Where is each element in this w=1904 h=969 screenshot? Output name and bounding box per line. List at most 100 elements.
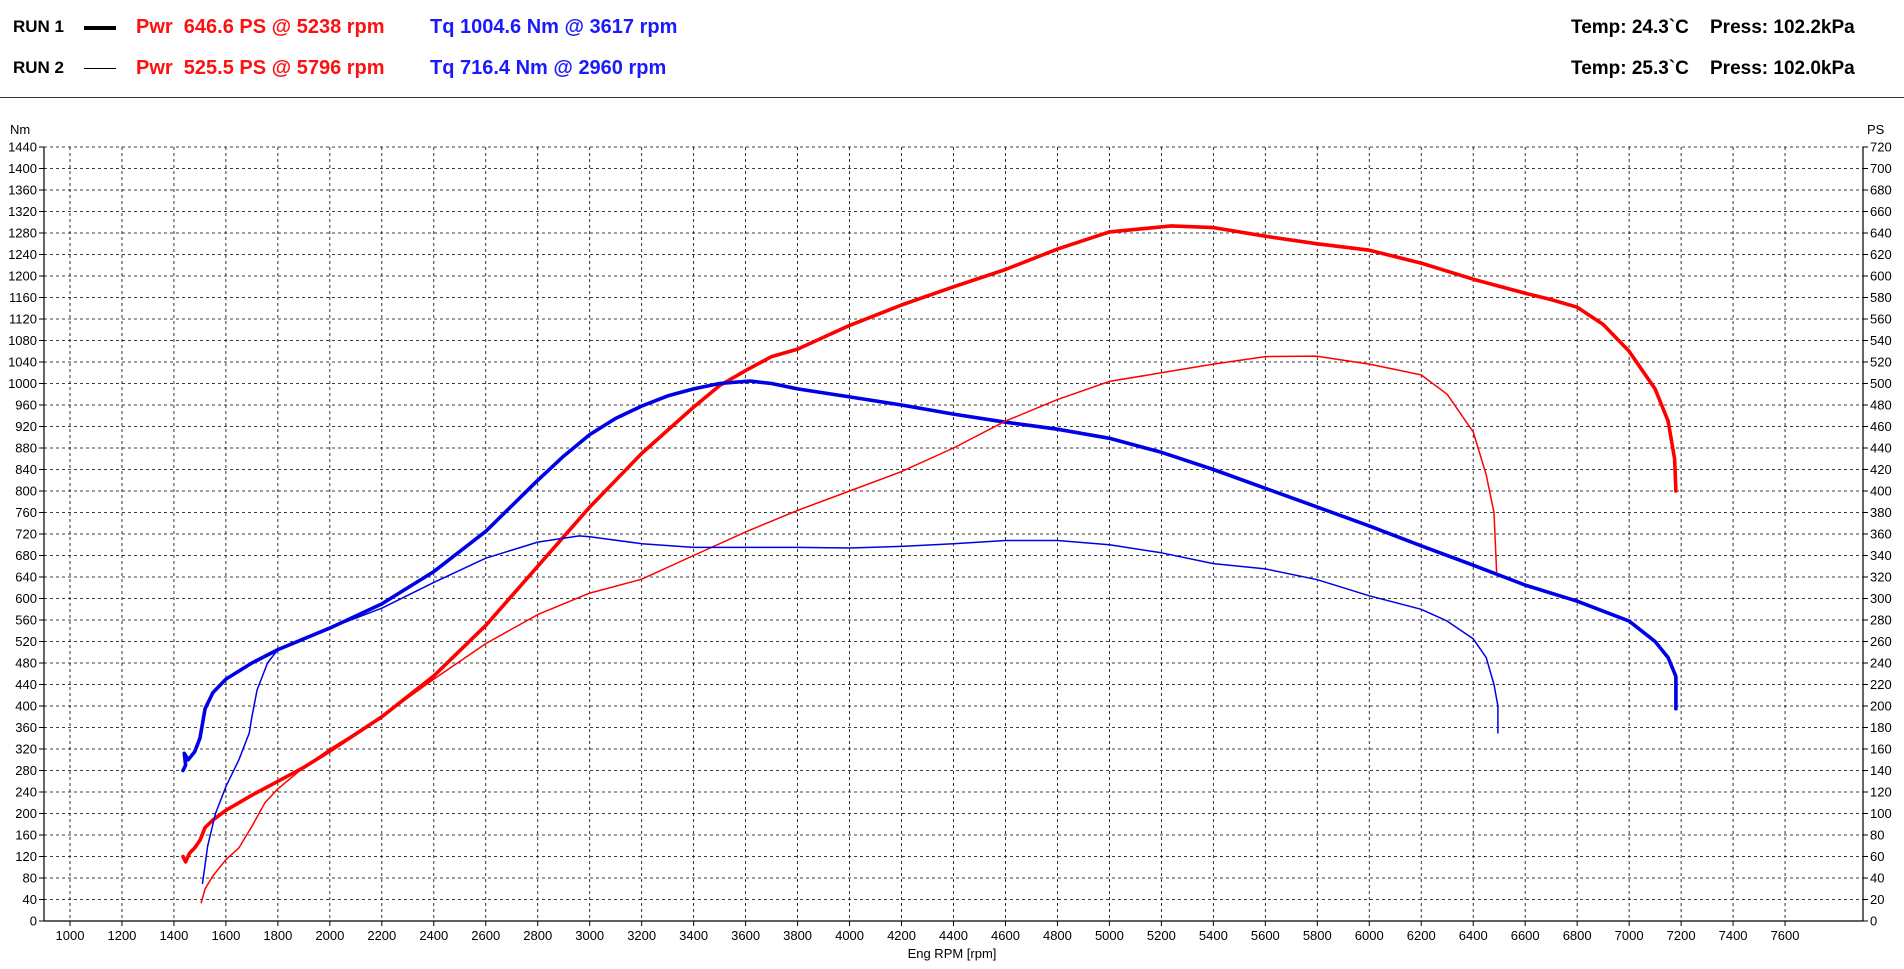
y-right-tick-label: 260 bbox=[1870, 634, 1892, 649]
x-tick-label: 7200 bbox=[1667, 928, 1696, 943]
y-right-tick-label: 40 bbox=[1870, 871, 1884, 886]
y-left-tick-label: 120 bbox=[15, 849, 37, 864]
run-2-press: Press: 102.0kPa bbox=[1710, 58, 1855, 79]
x-tick-label: 5600 bbox=[1251, 928, 1280, 943]
y-right-tick-label: 560 bbox=[1870, 312, 1892, 327]
y-left-tick-label: 920 bbox=[15, 419, 37, 434]
y-right-tick-label: 460 bbox=[1870, 419, 1892, 434]
x-tick-label: 5800 bbox=[1303, 928, 1332, 943]
y-right-tick-label: 160 bbox=[1870, 742, 1892, 757]
y-right-tick-label: 600 bbox=[1870, 269, 1892, 284]
y-left-tick-label: 720 bbox=[15, 527, 37, 542]
y-left-tick-label: 1200 bbox=[8, 269, 37, 284]
y-left-tick-label: 480 bbox=[15, 656, 37, 671]
x-tick-label: 6600 bbox=[1511, 928, 1540, 943]
x-tick-label: 4000 bbox=[835, 928, 864, 943]
x-tick-label: 7000 bbox=[1615, 928, 1644, 943]
run-1-press: Press: 102.2kPa bbox=[1710, 17, 1855, 38]
y-left-tick-label: 1240 bbox=[8, 247, 37, 262]
y-left-tick-label: 960 bbox=[15, 398, 37, 413]
x-tick-label: 2400 bbox=[419, 928, 448, 943]
y-left-tick-label: 360 bbox=[15, 720, 37, 735]
run-2-tq-line bbox=[201, 535, 1499, 885]
y-right-tick-label: 720 bbox=[1870, 140, 1892, 155]
run-1-pwr-line bbox=[181, 224, 1678, 864]
x-tick-label: 1400 bbox=[159, 928, 188, 943]
axes: 1000 1200 1400 1600 1800 2000 2200 2400 2600 2800… bbox=[8, 140, 1892, 944]
y-left-tick-label: 1360 bbox=[8, 183, 37, 198]
run-1-temp: Temp: 24.3`C bbox=[1571, 17, 1689, 38]
run-2-label: RUN 2 bbox=[13, 58, 65, 77]
x-tick-label: 2600 bbox=[471, 928, 500, 943]
x-tick-label: 1800 bbox=[263, 928, 292, 943]
y-left-tick-label: 600 bbox=[15, 591, 37, 606]
y-left-tick-label: 1040 bbox=[8, 355, 37, 370]
x-tick-label: 1600 bbox=[211, 928, 240, 943]
y-left-tick-label: 640 bbox=[15, 570, 37, 585]
run-1-line-swatch bbox=[84, 26, 116, 30]
x-tick-label: 7400 bbox=[1719, 928, 1748, 943]
y-left-tick-label: 560 bbox=[15, 613, 37, 628]
x-tick-label: 3800 bbox=[783, 928, 812, 943]
y-right-tick-label: 120 bbox=[1870, 785, 1892, 800]
y-right-tick-label: 100 bbox=[1870, 806, 1892, 821]
y-right-tick-label: 300 bbox=[1870, 591, 1892, 606]
y-left-tick-label: 520 bbox=[15, 634, 37, 649]
y-right-tick-label: 520 bbox=[1870, 355, 1892, 370]
run-1-row: RUN 1 Pwr 646.6 PS @ 5238 rpm Tq 1004.6 … bbox=[0, 12, 1904, 42]
y-right-tick-label: 660 bbox=[1870, 204, 1892, 219]
y-right-tick-label: 80 bbox=[1870, 828, 1884, 843]
y-left-tick-label: 240 bbox=[15, 785, 37, 800]
x-tick-label: 6400 bbox=[1459, 928, 1488, 943]
y-right-tick-label: 280 bbox=[1870, 613, 1892, 628]
x-tick-label: 6000 bbox=[1355, 928, 1384, 943]
run-2-temp: Temp: 25.3`C bbox=[1571, 58, 1689, 79]
x-tick-label: 3200 bbox=[627, 928, 656, 943]
x-tick-label: 7600 bbox=[1771, 928, 1800, 943]
x-tick-label: 1200 bbox=[107, 928, 136, 943]
y-left-tick-label: 80 bbox=[23, 871, 37, 886]
y-left-tick-label: 280 bbox=[15, 763, 37, 778]
y-left-tick-label: 1120 bbox=[9, 312, 37, 327]
y-left-tick-label: 1160 bbox=[9, 290, 37, 305]
series-lines bbox=[181, 224, 1678, 904]
y-right-tick-label: 580 bbox=[1870, 290, 1892, 305]
x-tick-label: 4200 bbox=[887, 928, 916, 943]
x-tick-label: 6800 bbox=[1563, 928, 1592, 943]
x-tick-label: 5000 bbox=[1095, 928, 1124, 943]
y-right-tick-label: 420 bbox=[1870, 462, 1892, 477]
y-left-tick-label: 1280 bbox=[8, 226, 37, 241]
y-left-tick-label: 40 bbox=[23, 892, 37, 907]
legend-header: RUN 1 Pwr 646.6 PS @ 5238 rpm Tq 1004.6 … bbox=[0, 0, 1904, 98]
x-tick-label: 4400 bbox=[939, 928, 968, 943]
y-right-tick-label: 200 bbox=[1870, 699, 1892, 714]
y-left-tick-label: 1080 bbox=[8, 333, 37, 348]
y-right-tick-label: 340 bbox=[1870, 548, 1892, 563]
x-tick-label: 2800 bbox=[523, 928, 552, 943]
run-2-row: RUN 2 Pwr 525.5 PS @ 5796 rpm Tq 716.4 N… bbox=[0, 53, 1904, 83]
y-right-axis-label: PS bbox=[1867, 122, 1885, 137]
x-tick-label: 5400 bbox=[1199, 928, 1228, 943]
y-left-tick-label: 0 bbox=[30, 914, 37, 929]
y-left-tick-label: 880 bbox=[15, 441, 37, 456]
y-left-tick-label: 800 bbox=[15, 484, 37, 499]
y-right-tick-label: 360 bbox=[1870, 527, 1892, 542]
y-left-tick-label: 160 bbox=[15, 828, 37, 843]
y-left-tick-label: 1400 bbox=[8, 161, 37, 176]
x-tick-label: 3400 bbox=[679, 928, 708, 943]
y-left-tick-label: 1440 bbox=[8, 140, 37, 155]
y-left-tick-label: 400 bbox=[15, 699, 37, 714]
run-2-line-swatch bbox=[84, 68, 116, 69]
y-right-tick-label: 620 bbox=[1870, 247, 1892, 262]
run-2-power: Pwr 525.5 PS @ 5796 rpm bbox=[136, 57, 385, 79]
y-right-tick-label: 400 bbox=[1870, 484, 1892, 499]
x-axis-label: Eng RPM [rpm] bbox=[908, 946, 997, 961]
run-2-torque: Tq 716.4 Nm @ 2960 rpm bbox=[430, 57, 667, 79]
y-right-tick-label: 20 bbox=[1870, 892, 1884, 907]
y-right-tick-label: 320 bbox=[1870, 570, 1892, 585]
y-right-tick-label: 380 bbox=[1870, 505, 1892, 520]
run-1-tq-line bbox=[181, 379, 1678, 773]
y-right-tick-label: 480 bbox=[1870, 398, 1892, 413]
y-right-tick-label: 60 bbox=[1870, 849, 1884, 864]
